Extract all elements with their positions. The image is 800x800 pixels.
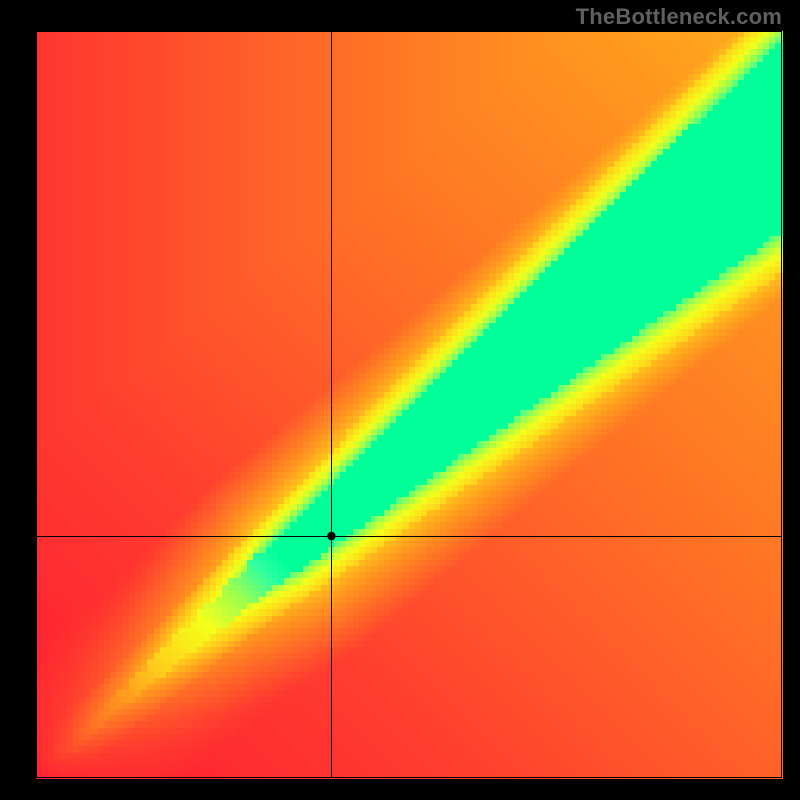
bottleneck-heatmap — [0, 0, 800, 800]
chart-container: TheBottleneck.com — [0, 0, 800, 800]
watermark-text: TheBottleneck.com — [576, 4, 782, 30]
